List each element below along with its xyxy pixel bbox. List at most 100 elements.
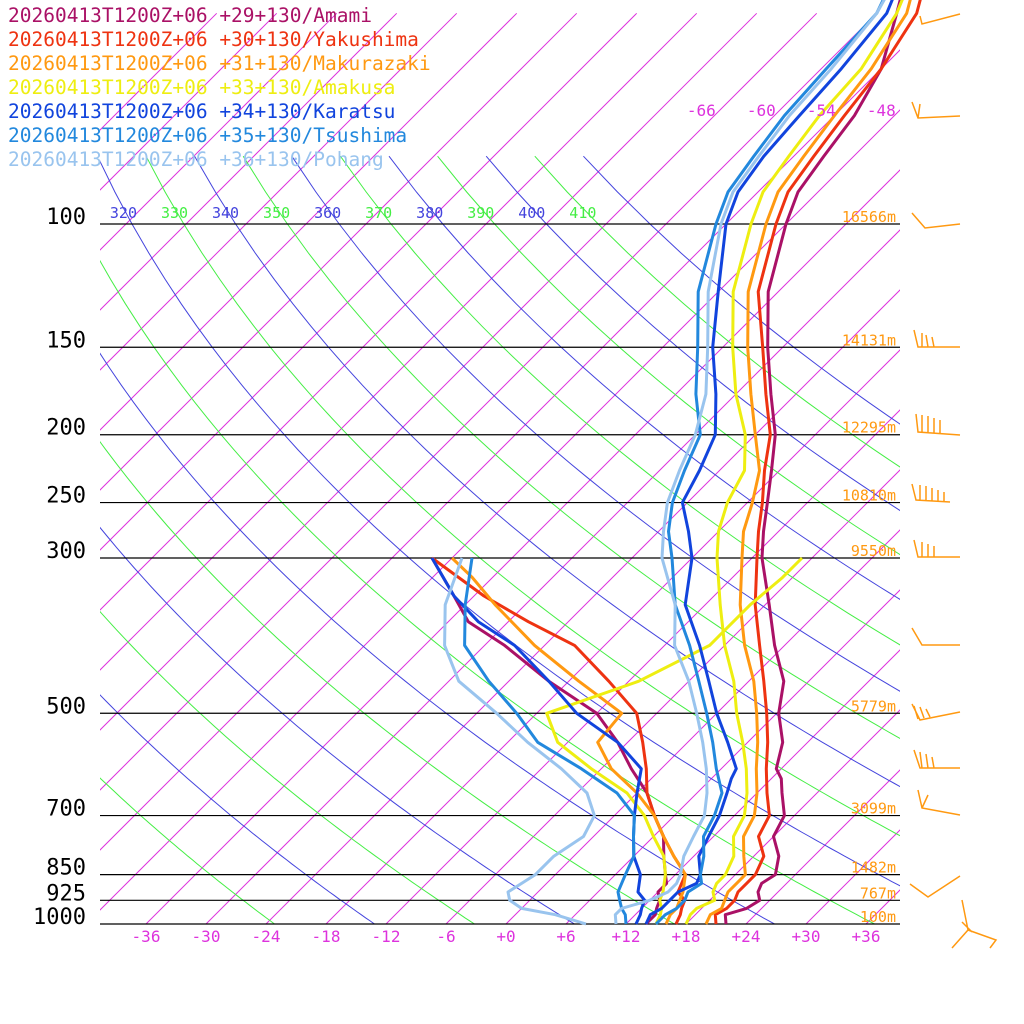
theta-label: 350	[263, 204, 290, 222]
isotherm-label: -66	[687, 101, 716, 120]
wind-barb	[909, 875, 961, 898]
temperature-line	[644, 0, 894, 925]
dry-adiabat-line	[145, 155, 900, 837]
isotherm-line	[505, 529, 900, 924]
legend-entry: 20260413T1200Z+06 +34+130/Karatsu	[8, 100, 396, 123]
dewpoint-line	[463, 557, 636, 925]
x-tick-label: +30	[792, 927, 821, 946]
theta-label: 390	[467, 204, 494, 222]
dry-adiabat-line	[194, 155, 900, 788]
profile-group	[443, 0, 886, 926]
profile-group	[545, 0, 904, 925]
height-label: 100m	[860, 908, 896, 926]
x-tick-label: -12	[372, 927, 401, 946]
wind-barb	[913, 539, 960, 558]
legend-entry: 20260413T1200Z+06 +29+130/Amami	[8, 4, 372, 27]
wind-barb	[911, 483, 951, 503]
isotherm-label: -54	[807, 101, 836, 120]
wind-barb	[951, 899, 998, 949]
x-tick-label: -6	[436, 927, 455, 946]
x-tick-label: +36	[852, 927, 881, 946]
legend-entry: 20260413T1200Z+06 +35+130/Tsushima	[8, 124, 408, 147]
wind-barb	[919, 13, 961, 25]
legend-entry: 20260413T1200Z+06 +36+130/Pohang	[8, 148, 384, 171]
pressure-label: 925	[46, 881, 86, 906]
isotherm-line	[625, 649, 900, 924]
pressure-label: 500	[46, 694, 86, 719]
pressure-label: 200	[46, 416, 86, 441]
x-tick-label: +6	[556, 927, 575, 946]
wind-barb	[917, 789, 961, 816]
isotherm-line	[911, 13, 1024, 939]
dry-adiabat-line	[485, 155, 900, 512]
x-tick-label: -18	[312, 927, 341, 946]
dry-adiabat-line	[100, 352, 776, 924]
dry-adiabat-line	[388, 155, 900, 600]
height-label: 12295m	[842, 419, 896, 437]
isotherm-line	[100, 12, 218, 131]
theta-label: 360	[314, 204, 341, 222]
isotherm-label: -60	[747, 101, 776, 120]
dewpoint-line	[443, 557, 596, 926]
temperature-line	[613, 0, 886, 925]
dry-adiabat-line	[100, 160, 900, 887]
temperature-line	[684, 0, 904, 925]
wind-barb	[911, 212, 961, 229]
legend-entry: 20260413T1200Z+06 +31+130/Makurazaki	[8, 52, 431, 75]
height-label: 9550m	[851, 542, 896, 560]
x-tick-label: +24	[732, 927, 761, 946]
legend: 20260413T1200Z+06 +29+130/Amami 20260413…	[8, 4, 431, 172]
theta-label: 400	[518, 204, 545, 222]
wind-barb	[913, 329, 960, 348]
pressure-label: 250	[46, 484, 86, 509]
isotherm-line	[325, 349, 900, 924]
height-label: 5779m	[851, 697, 896, 715]
pressure-label: 850	[46, 856, 86, 881]
dewpoint-line	[450, 556, 687, 925]
height-label: 10810m	[842, 487, 896, 505]
temperature-line	[654, 0, 885, 926]
theta-label: 320	[110, 204, 137, 222]
wind-barb	[911, 703, 961, 721]
dry-adiabat-line	[242, 155, 900, 740]
temperature-line	[704, 0, 912, 925]
isotherm-line	[565, 589, 900, 924]
grid-layer	[100, 12, 1024, 939]
labels-layer: 100 16566m 150 14131m 200 12295m 250 10810m 300 9…	[33, 101, 896, 946]
dry-adiabat-line	[291, 155, 900, 692]
profile-group	[463, 0, 885, 926]
height-label: 1482m	[851, 859, 896, 877]
profiles-layer	[430, 0, 922, 926]
dry-adiabat-line	[100, 610, 476, 924]
pressure-label: 150	[46, 328, 86, 353]
height-label: 3099m	[851, 800, 896, 818]
height-label: 16566m	[842, 208, 896, 226]
wind-barb	[911, 101, 961, 119]
pressure-label: 100	[46, 205, 86, 230]
isotherm-line	[385, 409, 900, 924]
height-label: 767m	[860, 884, 896, 902]
isotherm-line	[445, 469, 900, 924]
x-tick-label: -24	[252, 927, 281, 946]
wind-barbs-layer	[909, 13, 998, 949]
theta-label: 410	[569, 204, 596, 222]
x-tick-label: +0	[496, 927, 515, 946]
isotherm-label: -48	[867, 101, 896, 120]
profile-group	[450, 0, 912, 925]
x-tick-label: +12	[612, 927, 641, 946]
pressure-label: 1000	[33, 905, 86, 930]
dry-adiabat-line	[100, 694, 376, 924]
wind-barb	[915, 413, 961, 436]
dry-adiabat-line	[437, 155, 900, 556]
isotherm-line	[265, 289, 900, 924]
temperature-line	[723, 0, 902, 925]
pressure-label: 700	[46, 797, 86, 822]
height-label: 14131m	[842, 331, 896, 349]
x-tick-label: -30	[192, 927, 221, 946]
isotherm-line	[971, 13, 1024, 939]
dry-adiabat-line	[100, 526, 576, 924]
theta-label: 370	[365, 204, 392, 222]
x-tick-label: -36	[132, 927, 161, 946]
pressure-label: 300	[46, 539, 86, 564]
